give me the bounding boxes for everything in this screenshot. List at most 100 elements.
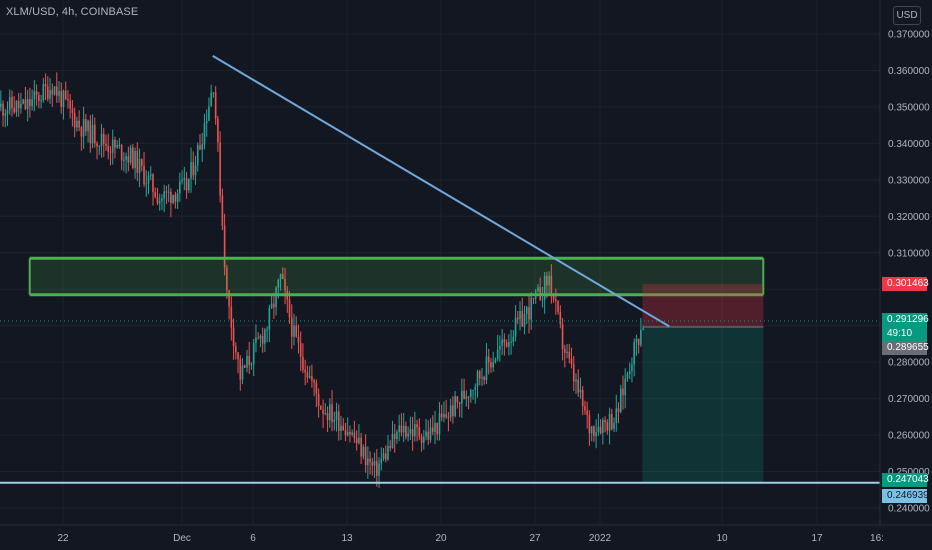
candle-body (17, 100, 20, 109)
candle-body (501, 339, 503, 346)
candle-body (42, 84, 45, 101)
candle-body (429, 427, 432, 440)
candle-body (364, 446, 367, 466)
drawings-layer[interactable] (0, 55, 880, 484)
candle-body (624, 378, 627, 396)
candle-body (11, 97, 13, 108)
candle-body (510, 341, 512, 343)
candle-body (642, 328, 644, 331)
candle-body (367, 458, 369, 466)
candle-body (308, 376, 311, 378)
candle-body (384, 453, 387, 460)
candle-body (626, 373, 629, 379)
candle-body (141, 159, 143, 166)
price-axis-background (880, 0, 932, 550)
candle-body (80, 127, 83, 137)
candle-body (481, 377, 483, 379)
candle-body (20, 103, 22, 109)
candle-body (275, 287, 277, 308)
candle-body (78, 120, 80, 128)
candle-body (530, 297, 533, 320)
resistance-zone (29, 258, 764, 295)
candle-body (129, 147, 132, 163)
candle-body (333, 419, 336, 422)
candle-body (199, 145, 201, 150)
candle-body (382, 453, 385, 459)
candle-body (373, 461, 376, 466)
candle-body (335, 411, 338, 420)
candle-body (337, 411, 340, 432)
candle-body (420, 436, 423, 443)
candle-body (192, 162, 195, 176)
candle-body (259, 336, 262, 339)
candle-body (125, 156, 127, 160)
candle-body (69, 100, 71, 109)
candle-body (570, 358, 573, 365)
candle-body (478, 371, 481, 379)
candle-body (613, 422, 615, 429)
candle-body (179, 181, 181, 194)
price-tick-label: 0.360000 (888, 66, 930, 77)
candle-body (322, 409, 324, 414)
candle-body (396, 431, 398, 440)
candle-body (76, 120, 78, 128)
candle-body (172, 194, 174, 203)
candle-body (183, 178, 186, 180)
candle-body (145, 183, 148, 185)
candle-body (273, 303, 275, 308)
candle-body (543, 275, 546, 300)
candle-body (472, 389, 474, 391)
candle-body (418, 427, 421, 437)
candle-body (525, 307, 528, 314)
candle-body (351, 432, 353, 435)
candle-body (241, 365, 244, 380)
price-tick-label: 0.370000 (888, 30, 930, 41)
candle-body (132, 147, 134, 168)
price-tick-label: 0.240000 (888, 504, 930, 515)
candle-body (161, 198, 163, 201)
candle-body (156, 197, 159, 204)
candle-body (440, 413, 443, 418)
candle-body (559, 312, 562, 324)
candle-body (508, 342, 510, 347)
candle-body (566, 351, 568, 353)
candle-body (597, 426, 600, 433)
candle-body (302, 356, 304, 370)
target-price-badge: 0.247043 (882, 473, 929, 487)
candle-body (376, 461, 378, 476)
candle-body (205, 120, 208, 124)
candle-body (237, 352, 239, 360)
currency-button[interactable]: USD (893, 6, 921, 25)
candle-body (223, 225, 226, 268)
candle-body (250, 363, 253, 366)
candle-body (340, 425, 342, 432)
symbol-title[interactable]: XLM/USD, 4h, COINBASE (6, 6, 139, 18)
candle-body (226, 267, 228, 291)
candle-body (619, 388, 622, 412)
support-price-badge: 0.246939 (882, 489, 929, 503)
candle-body (2, 103, 4, 116)
candle-body (393, 434, 396, 440)
candle-body (53, 86, 56, 95)
price-tick-label: 0.330000 (888, 175, 930, 186)
candle-body (208, 106, 210, 121)
candle-body (640, 330, 642, 345)
candle-body (483, 377, 486, 381)
candle-body (299, 342, 302, 357)
candle-body (73, 112, 76, 128)
candle-body (564, 349, 566, 353)
candle-body (532, 297, 535, 299)
candle-body (67, 99, 69, 101)
candle-body (31, 99, 33, 107)
candle-body (152, 174, 154, 192)
entry-price-badge: 0.289655 (882, 341, 929, 355)
candle-body (628, 371, 631, 374)
candle-body (346, 431, 349, 436)
candle-body (0, 103, 2, 107)
candle-body (467, 396, 470, 398)
candle-body (572, 364, 575, 382)
candle-body (387, 446, 389, 460)
price-tick-label: 0.310000 (888, 248, 930, 259)
